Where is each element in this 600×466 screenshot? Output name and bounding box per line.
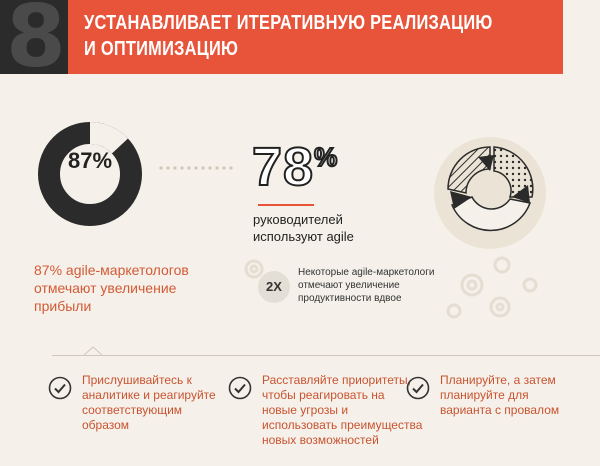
tip-1-line-2: аналитике и реагируйте	[82, 388, 216, 402]
tip-plan-failure: Планируйте, а затем планируйте для вариа…	[440, 373, 559, 418]
section-divider	[52, 355, 600, 356]
accent-underline	[258, 204, 314, 206]
profit-donut-chart	[38, 122, 142, 226]
tip-2-line-1: Расставляйте приоритеты,	[262, 373, 412, 387]
profit-line-1: 87% agile-маркетологов	[34, 262, 189, 278]
check-icon	[406, 376, 430, 400]
iteration-cycle-icon	[434, 137, 546, 249]
productivity-line-1: Некоторые agile-маркетологи	[298, 267, 435, 278]
executives-stat-caption: руководителей используют agile	[253, 211, 354, 245]
tip-prioritize: Расставляйте приоритеты, чтобы реагирова…	[262, 373, 422, 448]
tip-3-line-2: планируйте для	[440, 388, 529, 402]
profit-caption: 87% agile-маркетологов отмечают увеличен…	[34, 261, 189, 315]
donut-gap	[38, 122, 142, 226]
stat-78-suffix: %	[313, 142, 339, 172]
tip-3-line-1: Планируйте, а затем	[440, 373, 556, 387]
tip-2-line-4: использовать преимущества	[262, 418, 423, 432]
section-number-box: 8	[0, 0, 68, 74]
donut-value: 87%	[67, 148, 113, 173]
check-icon	[228, 376, 252, 400]
title-line-2: И ОПТИМИЗАЦИЮ	[84, 38, 239, 60]
tip-1-line-3: соответствующим	[82, 403, 183, 417]
divider-notch	[84, 346, 102, 356]
stat-78-number: 78	[251, 137, 315, 197]
executives-stat-value: 78%	[251, 137, 339, 197]
tip-1-line-4: образом	[82, 418, 130, 432]
twox-badge: 2X	[258, 271, 290, 303]
check-icon	[48, 376, 72, 400]
caption-line-2: используют agile	[253, 229, 354, 244]
profit-line-2: отмечают увеличение	[34, 280, 177, 296]
tip-2-line-5: новых возможностей	[262, 433, 379, 447]
section-title: УСТАНАВЛИВАЕТ ИТЕРАТИВНУЮ РЕАЛИЗАЦИЮ И О…	[84, 10, 543, 62]
title-line-1: УСТАНАВЛИВАЕТ ИТЕРАТИВНУЮ РЕАЛИЗАЦИЮ	[84, 12, 493, 34]
profit-line-3: прибыли	[34, 298, 92, 314]
title-banner: УСТАНАВЛИВАЕТ ИТЕРАТИВНУЮ РЕАЛИЗАЦИЮ И О…	[68, 0, 563, 74]
tip-2-line-3: новые угрозы и	[262, 403, 349, 417]
section-number: 8	[6, 0, 66, 74]
tip-2-line-2: чтобы реагировать на	[262, 388, 385, 402]
tip-3-line-3: варианта с провалом	[440, 403, 560, 417]
tip-1-line-1: Прислушивайтесь к	[82, 373, 192, 387]
section-header: 8 УСТАНАВЛИВАЕТ ИТЕРАТИВНУЮ РЕАЛИЗАЦИЮ И…	[0, 0, 600, 74]
productivity-line-3: продуктивности вдвое	[298, 293, 402, 304]
productivity-line-2: отмечают увеличение	[298, 280, 400, 291]
productivity-caption: Некоторые agile-маркетологи отмечают уве…	[298, 266, 448, 305]
tip-listen-analytics: Прислушивайтесь к аналитике и реагируйте…	[82, 373, 216, 433]
dotted-connector	[159, 166, 233, 170]
caption-line-1: руководителей	[253, 212, 343, 227]
